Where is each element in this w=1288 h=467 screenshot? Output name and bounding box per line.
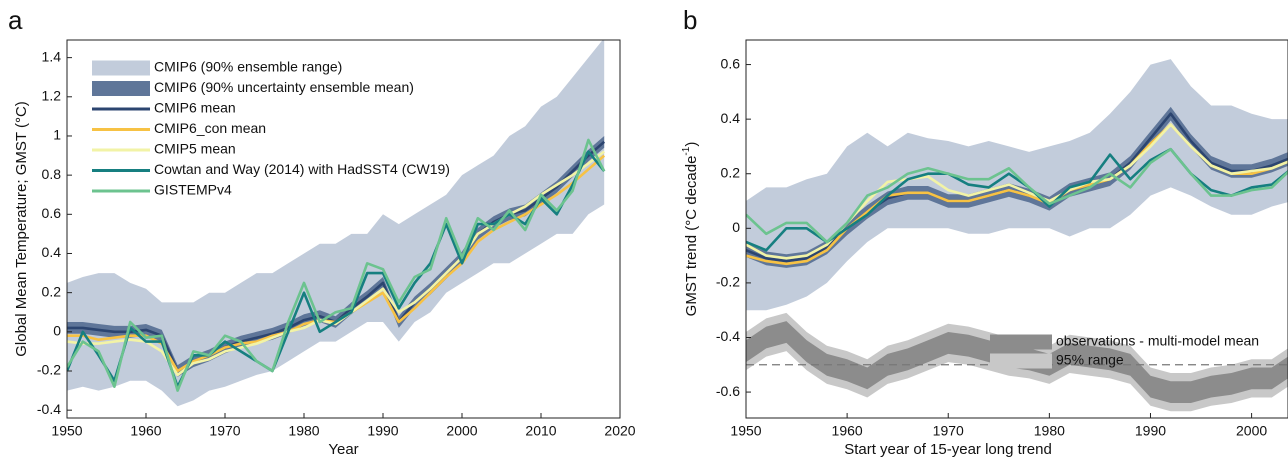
y-tick-label: -0.6 [716, 383, 740, 399]
x-tick-label: 1950 [730, 423, 761, 439]
panel-label: b [683, 5, 697, 35]
y-tick-label: 0 [732, 219, 740, 235]
x-tick-label: 1980 [1034, 423, 1065, 439]
y-tick-label: -0.4 [37, 401, 61, 417]
line [67, 138, 606, 392]
y-tick-label: 0.4 [42, 244, 62, 260]
y-tick-label: 0.6 [721, 55, 741, 71]
plot-frame [745, 39, 1288, 419]
y-tick-label: 0.6 [42, 205, 62, 221]
y-axis-title: Global Mean Temperature; GMST (°C) [13, 101, 30, 357]
y-axis-title-text: GMST trend (°C decade [683, 156, 700, 317]
x-tick-label: 2000 [446, 423, 477, 439]
band [746, 59, 1288, 311]
x-tick-label: 2010 [525, 423, 556, 439]
line [746, 147, 1288, 244]
line [67, 150, 605, 377]
x-tick-label: 1990 [1135, 423, 1166, 439]
plot-area [67, 40, 606, 407]
legend-swatch [92, 60, 150, 76]
y-axis-title: GMST trend (°C decade-1) [681, 142, 700, 317]
legend-swatch [92, 81, 150, 96]
legend-label: CMIP6_con mean [154, 120, 266, 136]
legend-swatch [990, 353, 1052, 369]
x-tick-label: 1980 [288, 423, 319, 439]
y-tick-label: 0.2 [42, 283, 62, 299]
legend-label: GISTEMPv4 [154, 182, 232, 198]
y-tick-label: 0.2 [721, 164, 741, 180]
y-tick-label: -0.4 [716, 328, 740, 344]
legend-label: observations - multi-model mean [1056, 333, 1259, 349]
x-tick-label: 1960 [130, 423, 161, 439]
x-tick-label: 1970 [209, 423, 240, 439]
x-tick-label: 1960 [832, 423, 863, 439]
y-tick-label: -0.2 [37, 362, 61, 378]
plot-frame [66, 39, 621, 419]
y-tick-label: 0.4 [721, 110, 741, 126]
y-tick-label: 0 [53, 323, 61, 339]
y-tick-label: 1.4 [42, 48, 62, 64]
legend-label: CMIP5 mean [154, 141, 236, 157]
x-axis-title: Start year of 15-year long trend [844, 441, 1052, 458]
y-tick-label: 0.8 [42, 166, 62, 182]
legend-label: Cowtan and Way (2014) with HadSST4 (CW19… [154, 161, 450, 177]
y-axis-title-text: Global Mean Temperature; GMST (°C) [13, 101, 30, 357]
x-tick-label: 1950 [51, 423, 82, 439]
y-tick-label: 1 [53, 127, 61, 143]
y-tick-label: -0.2 [716, 274, 740, 290]
band [67, 40, 605, 407]
y-axis-title-end: ) [683, 142, 700, 147]
x-tick-label: 1990 [367, 423, 398, 439]
panel-label: a [8, 5, 23, 35]
y-tick-label: 1.2 [42, 88, 62, 104]
legend-label: 95% range [1056, 352, 1124, 368]
legend-swatch [990, 334, 1052, 350]
line [746, 147, 1288, 252]
legend-label: CMIP6 (90% ensemble range) [154, 59, 342, 75]
x-tick-label: 2000 [1236, 423, 1267, 439]
legend-label: CMIP6 (90% uncertainty ensemble mean) [154, 79, 414, 95]
x-tick-label: 1970 [933, 423, 964, 439]
y-axis-title-sup: -1 [681, 146, 692, 155]
x-tick-label: 2020 [604, 423, 635, 439]
x-axis-title: Year [328, 441, 358, 458]
legend-label: CMIP6 mean [154, 100, 236, 116]
